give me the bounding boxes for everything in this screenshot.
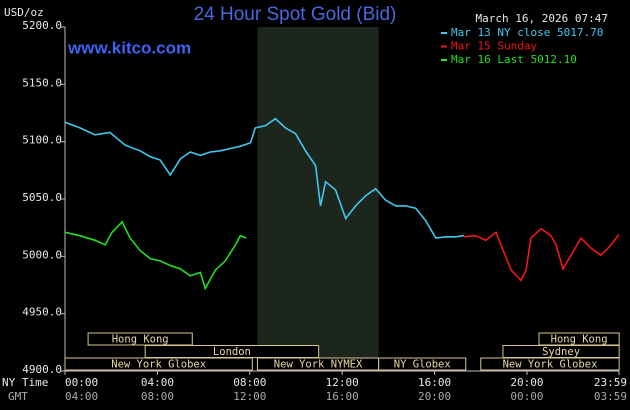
source: www.kitco.com bbox=[67, 38, 191, 57]
gmt-tick-label: 16:00 bbox=[326, 390, 359, 403]
session-label: NY Globex bbox=[394, 359, 451, 371]
x-label-ny: NY Time bbox=[2, 376, 48, 389]
x-tick-label: 08:00 bbox=[233, 376, 266, 389]
y-unit: USD/oz bbox=[4, 6, 44, 19]
x-tick-label: 20:00 bbox=[510, 376, 543, 389]
y-tick-label: 5000.0 bbox=[22, 248, 62, 261]
gmt-tick-label: 00:00 bbox=[510, 390, 543, 403]
y-tick-label: 5100.0 bbox=[22, 134, 62, 147]
legend-label: Mar 13 NY close 5017.70 bbox=[451, 26, 603, 39]
gmt-tick-label: 03:59 bbox=[594, 390, 627, 403]
gmt-tick-label: 20:00 bbox=[418, 390, 451, 403]
session-box bbox=[64, 357, 253, 371]
session-label: London bbox=[213, 346, 251, 358]
gmt-tick-label: 08:00 bbox=[141, 390, 174, 403]
x-tick-label: 12:00 bbox=[326, 376, 359, 389]
gmt-tick-label: 04:00 bbox=[65, 390, 98, 403]
x-tick-label: 16:00 bbox=[418, 376, 451, 389]
session-label: New York NYMEX bbox=[274, 359, 363, 371]
session-label: Hong Kong bbox=[112, 334, 169, 346]
chart-title: 24 Hour Spot Gold (Bid) bbox=[194, 4, 397, 25]
y-tick-label: 4950.0 bbox=[22, 306, 62, 319]
session-label: New York Globex bbox=[503, 359, 598, 371]
timestamp: March 16, 2026 07:47 bbox=[476, 12, 608, 25]
x-label-gmt: GMT bbox=[8, 390, 28, 403]
gmt-tick-label: 12:00 bbox=[233, 390, 266, 403]
session-label: New York Globex bbox=[111, 359, 206, 371]
session-label: Sydney bbox=[542, 346, 580, 358]
x-tick-label: 23:59 bbox=[594, 376, 627, 389]
legend-label: Mar 15 Sunday bbox=[451, 40, 537, 53]
y-tick-label: 4900.0 bbox=[22, 363, 62, 376]
y-tick-label: 5150.0 bbox=[22, 76, 62, 89]
series-line bbox=[64, 117, 465, 239]
session-label: Hong Kong bbox=[551, 334, 608, 346]
series-line bbox=[64, 220, 247, 291]
y-tick-label: 5050.0 bbox=[22, 191, 62, 204]
series-line bbox=[463, 227, 620, 282]
shaded-range bbox=[257, 27, 379, 371]
y-tick-label: 5200.0 bbox=[22, 19, 62, 32]
session-box bbox=[87, 332, 193, 346]
x-tick-label: 04:00 bbox=[141, 376, 174, 389]
session-box bbox=[378, 357, 467, 371]
x-tick-label: 00:00 bbox=[65, 376, 98, 389]
legend-label: Mar 16 Last 5012.10 bbox=[451, 53, 577, 66]
session-box bbox=[480, 357, 620, 371]
